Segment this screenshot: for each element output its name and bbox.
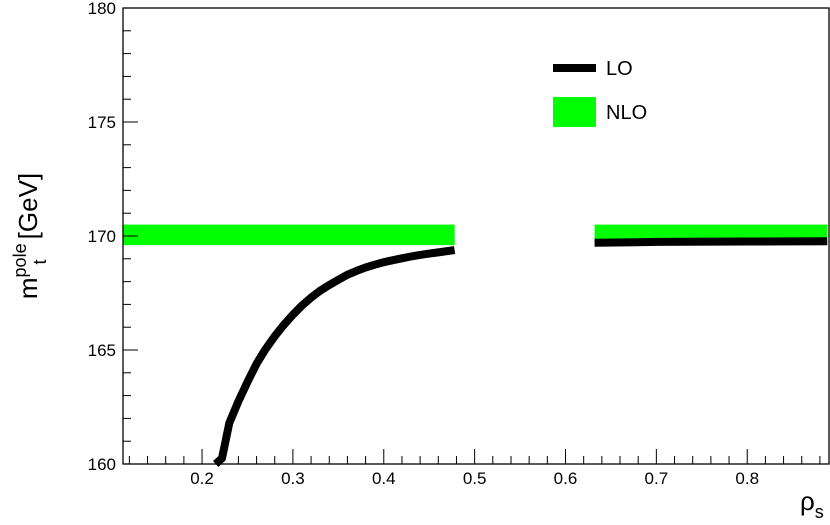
y-tick-label: 175 — [88, 113, 116, 132]
x-tick-label: 0.8 — [735, 469, 759, 488]
y-tick-label: 160 — [88, 455, 116, 474]
legend-label-nlo: NLO — [606, 102, 647, 124]
ticks — [123, 7, 821, 465]
y-axis-title: mpolet [GeV] — [10, 173, 50, 299]
lo-curve-1 — [213, 246, 456, 467]
legend-label-lo: LO — [606, 58, 633, 80]
x-tick-label: 0.2 — [190, 469, 214, 488]
legend: LO NLO — [553, 58, 647, 127]
y-axis-title-main: m — [13, 277, 43, 299]
x-axis-title-main: ρ — [800, 486, 815, 516]
x-tick-label: 0.5 — [463, 469, 487, 488]
nlo-band-1 — [123, 224, 455, 246]
y-axis-title-unit: [GeV] — [13, 173, 43, 247]
y-tick-label: 180 — [88, 0, 116, 18]
x-tick-label: 0.4 — [372, 469, 396, 488]
x-axis-title-sub: s — [815, 502, 824, 522]
lo-curves — [213, 237, 828, 467]
lo-curve-2 — [594, 237, 828, 247]
y-axis-title-sup: pole — [10, 243, 30, 277]
x-tick-label: 0.7 — [645, 469, 669, 488]
x-axis-title: ρs — [800, 486, 824, 522]
tick-labels: 0.2 0.3 0.4 0.5 0.6 0.7 0.8 160 165 170 175 180 — [88, 0, 759, 488]
x-tick-label: 0.3 — [281, 469, 305, 488]
y-tick-label: 170 — [88, 227, 116, 246]
legend-swatch-nlo — [553, 97, 596, 127]
x-tick-label: 0.6 — [554, 469, 578, 488]
y-axis-title-sub: t — [30, 260, 50, 265]
y-tick-label: 165 — [88, 341, 116, 360]
